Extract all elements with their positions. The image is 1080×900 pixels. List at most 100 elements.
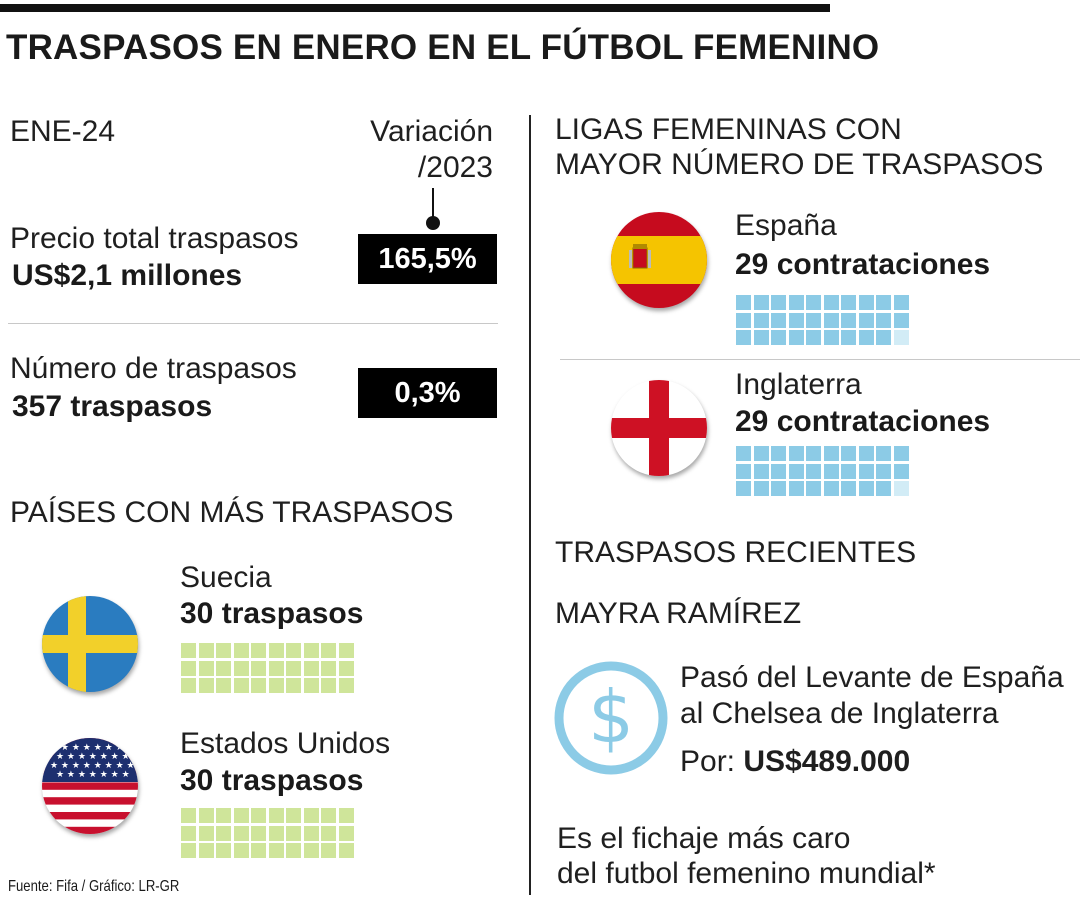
grid-square-filled xyxy=(771,446,786,461)
grid-square-filled xyxy=(858,481,874,496)
grid-square-filled xyxy=(321,643,336,658)
grid-square-filled xyxy=(736,295,751,310)
grid-square-filled xyxy=(876,312,891,328)
grid-square-filled xyxy=(198,825,214,841)
grid-square-filled xyxy=(806,463,821,479)
grid-square-filled xyxy=(216,678,231,693)
grid-square-filled xyxy=(216,660,231,676)
grid-square-filled xyxy=(858,446,874,461)
grid-square-filled xyxy=(858,312,874,328)
grid-square-filled xyxy=(321,808,336,823)
grid-square-filled xyxy=(771,295,786,310)
grid-square-filled xyxy=(876,446,891,461)
grid-square-filled xyxy=(841,312,856,328)
grid-square-filled xyxy=(753,295,769,310)
grid-square-filled xyxy=(286,678,301,693)
country-value: 30 traspasos xyxy=(180,597,364,630)
grid-square-filled xyxy=(233,843,249,858)
sweden-transfers-grid xyxy=(181,643,354,693)
count-change-badge: 0,3% xyxy=(358,368,497,418)
source-note: Fuente: Fifa / Gráfico: LR-GR xyxy=(8,878,180,895)
grid-square-filled xyxy=(251,808,266,823)
grid-square-filled xyxy=(181,643,196,658)
grid-square-filled xyxy=(876,463,891,479)
grid-square-filled xyxy=(251,843,266,858)
grid-square-filled xyxy=(303,660,319,676)
price-value: US$2,1 millones xyxy=(12,259,243,292)
grid-square-filled xyxy=(823,463,839,479)
grid-square-filled xyxy=(841,481,856,496)
grid-square-filled xyxy=(753,481,769,496)
grid-square-filled xyxy=(823,295,839,310)
grid-square-filled xyxy=(251,643,266,658)
grid-square-filled xyxy=(788,446,804,461)
sweden-flag-icon xyxy=(42,596,138,692)
grid-square-filled xyxy=(841,330,856,345)
grid-square-filled xyxy=(251,825,266,841)
grid-square-filled xyxy=(268,643,284,658)
grid-square-filled xyxy=(198,843,214,858)
grid-square-filled xyxy=(216,825,231,841)
leagues-title-line2: MAYOR NÚMERO DE TRASPASOS xyxy=(555,148,1044,181)
grid-square-filled xyxy=(181,678,196,693)
grid-square-filled xyxy=(893,295,909,310)
count-value: 357 traspasos xyxy=(12,390,213,423)
grid-square-filled xyxy=(736,481,751,496)
grid-square-filled xyxy=(251,660,266,676)
england-transfers-grid xyxy=(736,446,909,496)
grid-square-filled xyxy=(181,825,196,841)
note-line2: del futbol femenino mundial* xyxy=(557,857,936,890)
column-divider xyxy=(529,115,531,895)
grid-square-filled xyxy=(321,660,336,676)
grid-square-filled xyxy=(233,643,249,658)
grid-square-filled xyxy=(233,808,249,823)
grid-square-filled xyxy=(338,843,354,858)
grid-square-filled xyxy=(181,843,196,858)
fee-value: US$489.000 xyxy=(743,745,911,778)
variation-pointer-line xyxy=(432,188,434,220)
grid-square-filled xyxy=(806,446,821,461)
fee-label: Por: xyxy=(680,745,736,778)
grid-square-filled xyxy=(338,825,354,841)
transfer-line1: Pasó del Levante de España xyxy=(680,661,1064,694)
grid-square-filled xyxy=(268,660,284,676)
grid-square-filled xyxy=(841,446,856,461)
grid-square-filled xyxy=(858,330,874,345)
grid-square-filled xyxy=(841,295,856,310)
grid-square-filled xyxy=(893,463,909,479)
svg-text:★ ★ ★ ★ ★ ★ ★: ★ ★ ★ ★ ★ ★ ★ xyxy=(56,752,130,762)
variation-pointer-dot xyxy=(426,216,440,230)
grid-square-filled xyxy=(286,808,301,823)
grid-square-filled xyxy=(806,481,821,496)
grid-square-filled xyxy=(338,643,354,658)
grid-square-filled xyxy=(841,463,856,479)
grid-square-filled xyxy=(338,808,354,823)
price-label: Precio total traspasos xyxy=(10,222,299,255)
count-label: Número de traspasos xyxy=(10,352,297,385)
grid-square-filled xyxy=(736,312,751,328)
usa-flag-icon: ★ ★ ★ ★ ★ ★ ★ ★ ★ ★ ★ ★ ★ ★ ★ ★ ★ ★ ★ ★ … xyxy=(42,738,138,834)
grid-square-filled xyxy=(181,808,196,823)
grid-square-filled xyxy=(286,825,301,841)
grid-square-filled xyxy=(321,678,336,693)
period-label: ENE-24 xyxy=(10,115,116,148)
grid-square-filled xyxy=(771,481,786,496)
grid-square-filled xyxy=(753,463,769,479)
grid-square-filled xyxy=(788,481,804,496)
price-change-badge: 165,5% xyxy=(358,234,497,284)
grid-square-filled xyxy=(788,295,804,310)
grid-square-filled xyxy=(876,481,891,496)
countries-title: PAÍSES CON MÁS TRASPASOS xyxy=(10,496,454,529)
page-title: TRASPASOS EN ENERO EN EL FÚTBOL FEMENINO xyxy=(6,28,880,67)
svg-text:$: $ xyxy=(588,675,634,759)
country-value: 30 traspasos xyxy=(180,764,364,797)
grid-square-filled xyxy=(233,678,249,693)
grid-square-filled xyxy=(181,660,196,676)
grid-square-filled xyxy=(876,295,891,310)
grid-square-filled xyxy=(736,330,751,345)
grid-square-filled xyxy=(753,330,769,345)
grid-square-filled xyxy=(268,843,284,858)
grid-square-filled xyxy=(286,843,301,858)
grid-square-filled xyxy=(823,312,839,328)
grid-square-filled xyxy=(893,312,909,328)
